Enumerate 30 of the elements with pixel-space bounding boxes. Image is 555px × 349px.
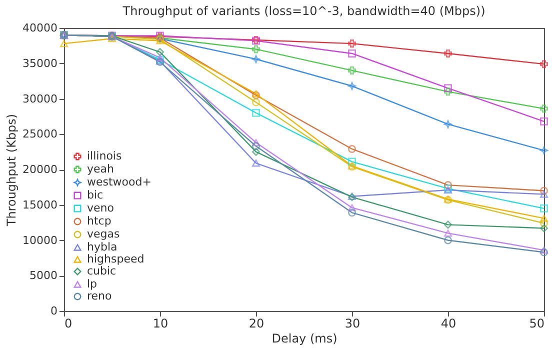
legend-label: lp (87, 278, 98, 290)
x-tick-label: 50 (529, 316, 544, 330)
y-tick-label: 30000 (22, 92, 58, 106)
legend-label: cubic (87, 264, 116, 278)
y-tick-label: 25000 (22, 128, 58, 141)
y-tick-label: 0 (50, 304, 58, 318)
x-axis-title: Delay (ms) (272, 332, 338, 346)
legend-label: yeah (87, 162, 114, 176)
legend-label: htcp (87, 214, 112, 228)
y-tick-label: 10000 (22, 234, 58, 247)
x-tick-label: 0 (64, 316, 72, 330)
chart-title: Throughput of variants (loss=10^-3, bandwidth=40 (Mbps)) (122, 4, 486, 18)
legend-label: illinois (87, 150, 122, 162)
legend-label: vegas (87, 228, 120, 240)
legend-label: hybla (87, 240, 118, 254)
y-tick-label: 5000 (30, 269, 58, 282)
legend-label: highspeed (87, 252, 144, 266)
y-axis-title: Throughput (Kbps) (4, 114, 19, 228)
x-tick-label: 40 (440, 316, 456, 330)
y-tick-label: 15000 (22, 198, 58, 212)
y-tick-label: 40000 (22, 22, 58, 34)
y-tick-label: 20000 (22, 163, 58, 176)
x-tick-label: 10 (152, 316, 168, 330)
legend-label: bic (87, 188, 104, 202)
x-tick-label: 30 (344, 316, 360, 330)
x-tick-label: 20 (248, 316, 264, 330)
legend-label: westwood+ (87, 176, 152, 188)
y-tick-label: 35000 (22, 56, 58, 70)
legend-label: veno (87, 202, 114, 214)
legend-label: reno (87, 290, 112, 302)
